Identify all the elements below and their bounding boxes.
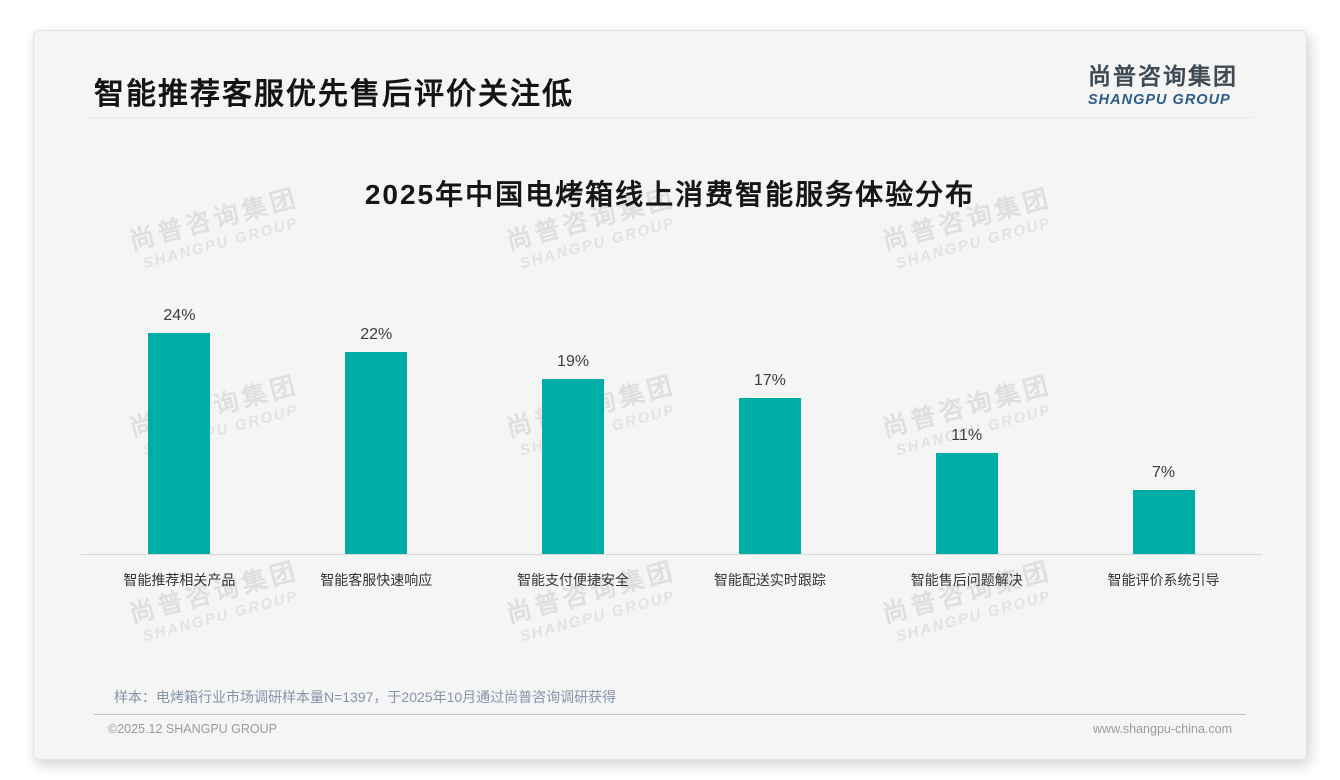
- header-divider: [86, 117, 1254, 118]
- logo-chinese-text: 尚普咨询集团: [1088, 63, 1238, 89]
- category-label: 智能推荐相关产品: [123, 572, 236, 588]
- footer-bar: ©2025.12 SHANGPU GROUP www.shangpu-china…: [108, 722, 1232, 736]
- bar-value-label: 11%: [951, 426, 983, 444]
- bar: [738, 397, 801, 554]
- slide-card: 尚普咨询集团 SHANGPU GROUP 尚普咨询集团 SHANGPU GROUP 尚普…: [33, 30, 1307, 760]
- bar-column: 17%: [671, 372, 868, 554]
- watermark-chinese-text: 尚普咨询集团: [126, 556, 302, 629]
- bar-value-label: 22%: [360, 325, 393, 343]
- bar: [542, 379, 605, 554]
- bar-value-label: 19%: [557, 353, 590, 371]
- bar-column: 19%: [475, 353, 672, 554]
- watermark-english-text: SHANGPU GROUP: [141, 587, 301, 646]
- bar: [148, 333, 211, 554]
- watermark-chinese-text: 尚普咨询集团: [879, 556, 1055, 629]
- watermark-english-text: SHANGPU GROUP: [141, 214, 301, 273]
- footer-divider: [94, 714, 1246, 715]
- watermark-english-text: SHANGPU GROUP: [518, 214, 678, 273]
- bar-column: 11%: [868, 427, 1065, 554]
- sample-footnote: 样本：电烤箱行业市场调研样本量N=1397，于2025年10月通过尚普咨询调研获…: [114, 689, 617, 705]
- page-title: 智能推荐客服优先售后评价关注低: [94, 78, 574, 111]
- website-url: www.shangpu-china.com: [1093, 722, 1232, 736]
- category-axis: 智能推荐相关产品 智能客服快速响应 智能支付便捷安全 智能配送实时跟踪 智能售后问题解决…: [81, 570, 1262, 590]
- watermark-chinese-text: 尚普咨询集团: [503, 556, 679, 629]
- copyright-text: ©2025.12 SHANGPU GROUP: [108, 722, 277, 736]
- chart-title: 2025年中国电烤箱线上消费智能服务体验分布: [364, 179, 976, 210]
- category-label: 智能支付便捷安全: [517, 572, 630, 588]
- bar-column: 24%: [81, 307, 278, 554]
- bar-value-label: 7%: [1151, 463, 1176, 481]
- category-label: 智能客服快速响应: [320, 572, 433, 588]
- bar: [345, 351, 408, 554]
- watermark-english-text: SHANGPU GROUP: [894, 214, 1054, 273]
- category-label: 智能配送实时跟踪: [713, 572, 826, 588]
- watermark-english-text: SHANGPU GROUP: [518, 587, 678, 646]
- bar-column: 7%: [1065, 464, 1262, 554]
- category-label: 智能售后问题解决: [910, 572, 1023, 588]
- bar: [935, 452, 998, 554]
- bar-column: 22%: [278, 326, 475, 554]
- bar-value-label: 24%: [163, 307, 196, 325]
- bar-value-label: 17%: [753, 371, 786, 389]
- bar-plot: 24% 22% 19% 17% 11% 7%: [81, 305, 1262, 555]
- watermark-english-text: SHANGPU GROUP: [894, 587, 1054, 646]
- category-label: 智能评价系统引导: [1107, 572, 1220, 588]
- company-logo: 尚普咨询集团 SHANGPU GROUP: [1088, 57, 1238, 108]
- bar: [1132, 489, 1195, 554]
- logo-english-text: SHANGPU GROUP: [1088, 92, 1231, 108]
